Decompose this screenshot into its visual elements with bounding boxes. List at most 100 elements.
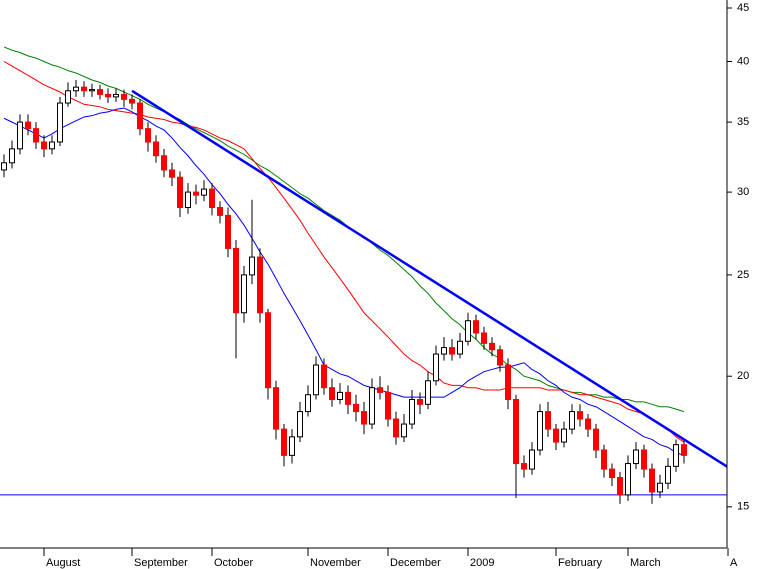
candle-body: [137, 102, 143, 130]
candle-body: [457, 340, 463, 355]
candle-body: [513, 399, 519, 465]
y-tick-label: 15: [737, 501, 749, 513]
candle-body: [625, 463, 631, 496]
candle-body: [537, 411, 543, 451]
candle-body: [273, 387, 279, 430]
x-tick-label: October: [214, 557, 253, 569]
candle-body: [657, 482, 663, 493]
candle-body: [241, 274, 247, 314]
candle-body: [17, 121, 23, 150]
candle-body: [529, 449, 535, 470]
y-tick-label: 30: [737, 186, 749, 198]
candle-body: [257, 256, 263, 314]
candle-body: [337, 391, 343, 401]
candle-body: [201, 188, 207, 196]
candle-body: [641, 449, 647, 470]
candle-body: [345, 391, 351, 405]
candle-body: [369, 387, 375, 425]
candle-body: [377, 387, 383, 393]
x-tick-label: March: [630, 557, 661, 569]
candle-body: [609, 468, 615, 479]
x-tick-label: A: [730, 557, 738, 569]
candle-body: [361, 411, 367, 425]
candle-body: [393, 418, 399, 438]
candle-body: [81, 86, 87, 92]
candle-body: [601, 449, 607, 470]
candle-body: [449, 347, 455, 355]
candle-body: [9, 148, 15, 164]
candle-body: [153, 141, 159, 157]
candle-body: [73, 86, 79, 92]
plot-area: [0, 46, 727, 504]
x-tick-label: November: [310, 557, 361, 569]
x-tick-label: August: [46, 557, 80, 569]
candle-body: [129, 98, 135, 104]
candle-body: [433, 353, 439, 382]
candle-body: [617, 477, 623, 496]
candle-body: [233, 247, 239, 314]
candle-body: [185, 191, 191, 209]
x-tick-label: 2009: [470, 557, 494, 569]
x-tick-label: December: [390, 557, 441, 569]
candle-body: [41, 141, 47, 150]
candle-body: [217, 207, 223, 216]
candle-body: [321, 364, 327, 389]
trendline: [131, 89, 727, 468]
candle-body: [209, 188, 215, 209]
candle-body: [297, 411, 303, 438]
candle-body: [673, 444, 679, 467]
candle-body: [593, 428, 599, 451]
x-tick-label: February: [558, 557, 603, 569]
candle-body: [1, 162, 7, 171]
candle-body: [113, 93, 119, 98]
candle-body: [97, 89, 103, 95]
candle-body: [33, 128, 39, 143]
candle-body: [225, 214, 231, 249]
candle-body: [425, 380, 431, 405]
candle-body: [281, 428, 287, 456]
candle-body: [49, 141, 55, 150]
candle-body: [121, 93, 127, 100]
candle-body: [649, 468, 655, 493]
candle-body: [105, 93, 111, 98]
candle-body: [329, 387, 335, 401]
candle-body: [65, 90, 71, 104]
candle-body: [577, 411, 583, 420]
candle-body: [473, 320, 479, 334]
candle-body: [569, 411, 575, 430]
candle-body: [385, 391, 391, 420]
candle-body: [249, 256, 255, 276]
y-tick-label: 20: [737, 370, 749, 382]
candle-body: [57, 102, 63, 143]
candle-body: [585, 418, 591, 430]
moving-average: [3, 107, 685, 456]
y-tick-label: 25: [737, 269, 749, 281]
candle-body: [265, 312, 271, 389]
candle-body: [193, 191, 199, 196]
candle-body: [681, 444, 687, 456]
y-tick-label: 40: [737, 55, 749, 67]
candle-body: [489, 342, 495, 351]
candle-body: [313, 364, 319, 396]
candle-body: [289, 436, 295, 456]
candle-body: [305, 394, 311, 413]
candle-body: [521, 463, 527, 470]
candle-body: [145, 128, 151, 143]
candle-body: [497, 349, 503, 366]
candle-body: [553, 428, 559, 443]
y-tick-label: 45: [737, 2, 749, 14]
candle-body: [25, 121, 31, 130]
moving-average: [3, 61, 685, 443]
candle-body: [465, 320, 471, 342]
candle-body: [417, 399, 423, 405]
candle-body: [409, 399, 415, 425]
candle-body: [505, 364, 511, 401]
candle-body: [353, 403, 359, 413]
x-tick-label: September: [134, 557, 188, 569]
candle-body: [481, 332, 487, 344]
candle-body: [561, 428, 567, 443]
candle-body: [177, 176, 183, 209]
candle-body: [665, 465, 671, 484]
